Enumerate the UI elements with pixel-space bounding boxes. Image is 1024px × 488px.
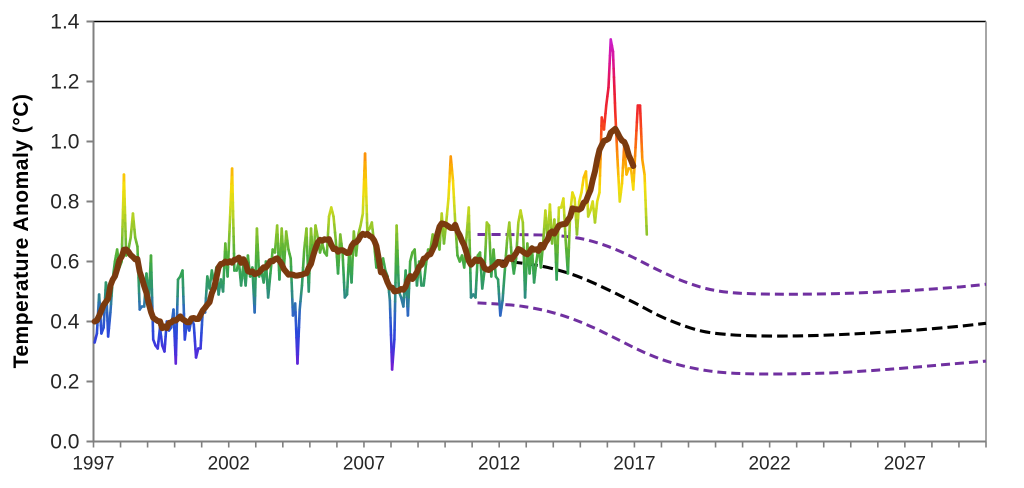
y-tick-label: 1.0 — [50, 131, 79, 154]
y-tick-label: 1.2 — [50, 71, 79, 94]
x-tick-label: 2007 — [343, 454, 385, 475]
y-axis: 0.0 0.2 0.4 0.6 0.8 1.0 1.2 1.4 — [50, 11, 95, 454]
x-tick-label: 2002 — [208, 454, 250, 475]
x-tick-label: 2027 — [884, 454, 926, 475]
plot-border — [93, 20, 987, 442]
forecast-central-line — [496, 259, 987, 338]
x-tick-label: 2017 — [613, 454, 655, 475]
smoothed-line — [91, 125, 637, 332]
forecast-upper-bound-line — [477, 233, 987, 296]
forecast-lines — [477, 233, 987, 376]
y-axis-title: Temperature Anomaly (°C) — [10, 94, 33, 369]
x-axis: 1997 2002 2007 2012 2017 2022 2027 — [72, 440, 987, 475]
y-tick-label: 0.6 — [50, 251, 79, 274]
x-tick-label: 1997 — [72, 454, 114, 475]
y-tick-label: 0.2 — [50, 371, 79, 394]
y-tick-label: 0.0 — [50, 431, 79, 454]
smoothed-series — [91, 125, 637, 332]
y-tick-label: 1.4 — [50, 11, 80, 34]
x-tick-label: 2022 — [748, 454, 790, 475]
y-tick-label: 0.8 — [50, 191, 79, 214]
y-tick-label: 0.4 — [50, 311, 80, 334]
x-tick-label: 2012 — [478, 454, 520, 475]
forecast-lower-bound-line — [477, 301, 987, 376]
